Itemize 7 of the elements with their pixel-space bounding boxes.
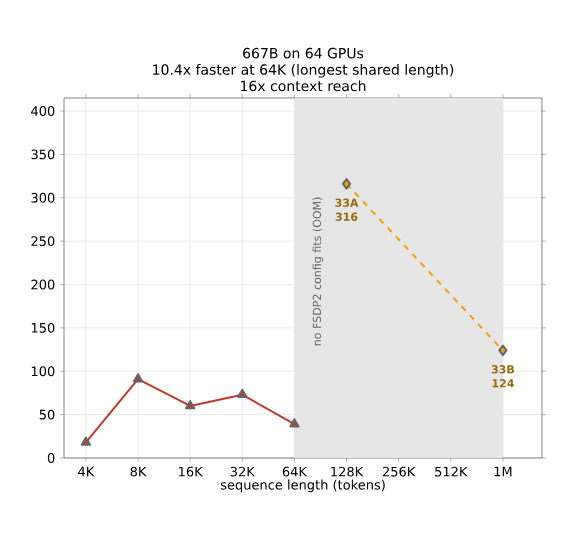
point xyxy=(132,373,144,383)
point xyxy=(80,436,92,446)
point xyxy=(185,400,196,410)
point xyxy=(498,344,508,357)
point xyxy=(289,418,300,428)
point xyxy=(237,388,248,399)
point xyxy=(341,178,352,190)
